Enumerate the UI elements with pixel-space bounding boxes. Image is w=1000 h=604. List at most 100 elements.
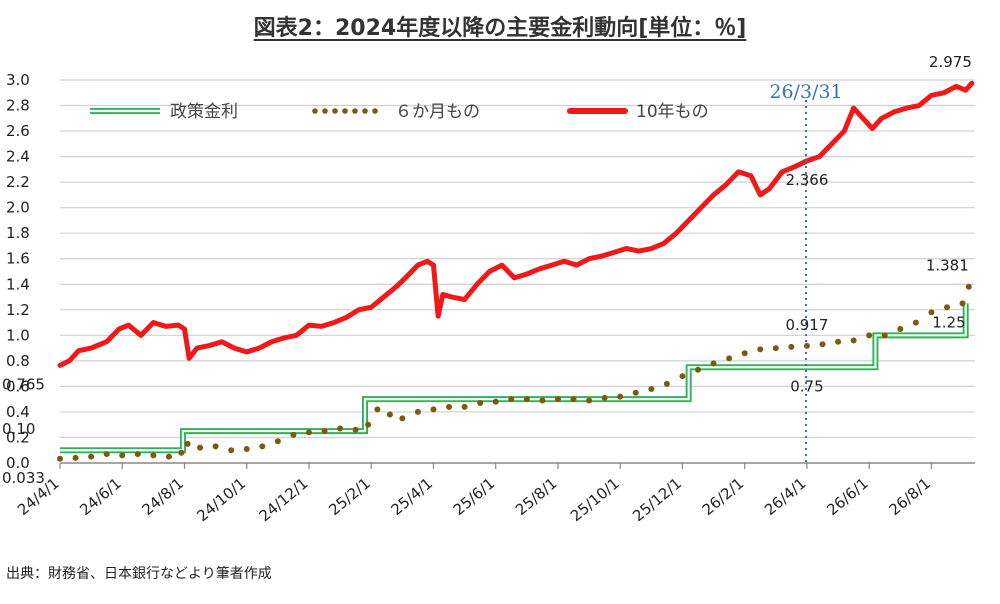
six-month-dot: [663, 380, 670, 387]
six-month-dot: [632, 389, 639, 396]
y-tick-label: 0.8: [6, 352, 30, 370]
x-tick-label: 26/8/1: [885, 474, 934, 519]
six-month-dot: [430, 406, 437, 413]
six-month-dot: [959, 300, 966, 307]
policy-rate-line-inner: [60, 303, 967, 452]
legend-swatch-dot: [322, 108, 328, 114]
legend-label: 10年もの: [636, 102, 709, 122]
six-month-dot: [57, 455, 63, 462]
six-month-dot: [134, 451, 141, 458]
six-month-dot: [803, 342, 810, 349]
legend-swatch-dot: [362, 108, 368, 114]
six-month-dot: [757, 346, 764, 353]
x-tick-label: 24/6/1: [76, 474, 125, 519]
legend-label: ６か月もの: [395, 102, 480, 122]
series-layer: [57, 80, 975, 462]
data-label: 0.765: [2, 375, 45, 393]
six-month-dot: [119, 452, 126, 459]
data-label: 0.75: [790, 377, 823, 395]
six-month-dot: [399, 415, 406, 422]
six-month-dot: [586, 397, 593, 404]
data-label: 0.033: [2, 469, 45, 487]
y-tick-label: 2.0: [6, 199, 30, 217]
x-tick-label: 25/4/1: [387, 474, 436, 519]
y-tick-label: 1.2: [6, 301, 30, 319]
six-month-dot: [772, 345, 779, 352]
legend-label: 政策金利: [170, 102, 238, 122]
six-month-dot: [943, 304, 950, 311]
six-month-dot: [150, 452, 157, 459]
six-month-dot: [352, 426, 359, 433]
y-tick-label: 3.0: [6, 71, 30, 89]
data-label: 1.25: [932, 313, 965, 331]
six-month-dot: [601, 394, 608, 401]
legend-swatch-dot: [332, 108, 338, 114]
six-month-dot: [928, 309, 935, 316]
y-tick-label: 1.8: [6, 224, 30, 242]
six-month-dot: [197, 444, 204, 451]
six-month-dot: [274, 438, 281, 445]
x-tick-label: 25/2/1: [325, 474, 374, 519]
six-month-dot: [617, 393, 624, 400]
x-tick-label: 26/6/1: [823, 474, 872, 519]
six-month-dot: [414, 408, 421, 415]
six-month-dot: [228, 447, 235, 454]
six-month-dot: [461, 403, 468, 410]
six-month-dot: [897, 325, 904, 332]
y-tick-label: 2.2: [6, 173, 30, 191]
legend-swatch-dot: [312, 108, 318, 114]
x-tick-label: 24/8/1: [139, 474, 188, 519]
six-month-dot: [741, 350, 748, 357]
six-month-dot: [386, 411, 393, 418]
six-month-dot: [290, 431, 297, 438]
label-layer: 2.975 2.366 1.381 0.917 1.25 0.75 0.765 0.10 0.0…: [2, 53, 972, 487]
data-label: 1.381: [926, 257, 969, 275]
legend-swatch-dot: [342, 108, 348, 114]
grid-layer: [60, 79, 975, 439]
y-tick-label: 1.4: [6, 275, 30, 293]
six-month-dot: [912, 319, 919, 326]
legend-layer: 政策金利 ６か月もの 10年もの: [90, 102, 709, 122]
six-month-dot: [648, 385, 655, 392]
y-tick-label: 2.6: [6, 122, 30, 140]
six-month-dot: [965, 283, 972, 290]
y-tick-label: 2.4: [6, 148, 30, 166]
y-tick-label: 2.8: [6, 97, 30, 115]
six-month-dot: [165, 453, 172, 460]
y-tick-label: 0.4: [6, 403, 30, 421]
chart-title: 図表2：2024年度以降の主要金利動向[単位：％]: [253, 16, 747, 41]
six-month-dot: [305, 429, 312, 436]
six-month-dot: [835, 338, 842, 345]
six-month-dot: [178, 449, 185, 456]
six-month-dot: [570, 396, 577, 403]
annotation-date-label: 26/3/31: [769, 81, 842, 103]
six-month-dot: [103, 451, 110, 458]
six-month-dot: [850, 337, 857, 344]
six-month-dot: [554, 396, 561, 403]
six-month-dot: [365, 421, 372, 428]
legend-swatch-dot: [372, 108, 378, 114]
six-month-dot: [881, 332, 888, 339]
x-tick-label: 25/12/1: [629, 474, 685, 525]
six-month-dot: [337, 425, 344, 432]
six-month-dot: [212, 443, 219, 450]
x-tick-label: 25/6/1: [450, 474, 499, 519]
six-month-dot: [679, 373, 686, 380]
six-month-dot: [72, 454, 79, 461]
policy-rate-line-outer: [60, 303, 969, 454]
source-note: 出典：財務省、日本銀行などより筆者作成: [6, 566, 272, 582]
data-label: 2.366: [785, 171, 828, 189]
ten-year-line: [57, 80, 975, 368]
y-tick-label: 0.6: [6, 377, 30, 395]
six-month-dot: [492, 398, 499, 405]
six-month-dot: [88, 453, 95, 460]
y-tick-label: 1.6: [6, 250, 30, 268]
y-tick-label: 0.0: [6, 454, 30, 472]
x-tick-label: 26/2/1: [699, 474, 748, 519]
six-month-dot: [259, 443, 266, 450]
six-month-dot: [508, 396, 515, 403]
six-month-dot: [321, 428, 328, 435]
six-month-dot: [374, 406, 381, 413]
six-month-dot: [726, 355, 733, 362]
